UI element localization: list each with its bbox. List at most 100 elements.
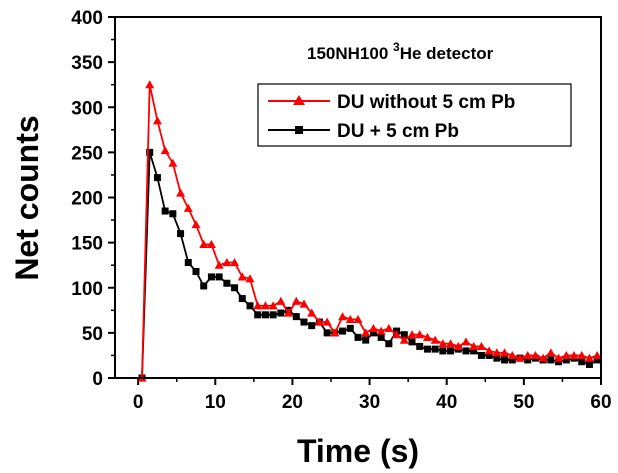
series-1-point (501, 356, 509, 364)
series-1-point (254, 311, 262, 319)
annotation-superscript: 3 (393, 40, 400, 54)
y-tick-label: 0 (92, 369, 103, 390)
series-0-point (523, 350, 533, 360)
series-0-point (345, 314, 355, 323)
series-1-point (169, 210, 177, 218)
series-0-point (430, 335, 440, 344)
series-1-point (431, 345, 439, 353)
legend: DU without 5 cm Pb DU + 5 cm Pb (257, 83, 572, 147)
series-0-point (415, 330, 425, 339)
series-1-point (153, 174, 161, 182)
y-tick-label: 250 (71, 143, 103, 164)
series-0-point (322, 317, 332, 326)
series-1-point (246, 302, 254, 310)
series-1-point (223, 279, 231, 287)
series-0-point (168, 158, 178, 167)
series-0-point (368, 323, 378, 332)
series-1-point (184, 258, 192, 266)
y-axis-label: Net counts (9, 115, 45, 280)
series-1-point (354, 333, 362, 341)
series-1-point (300, 318, 308, 326)
series-1-point (555, 358, 563, 366)
series-0-point (407, 330, 417, 339)
series-0-point (152, 116, 162, 125)
series-1-point (524, 356, 532, 364)
ticks-layer: 0 10 20 30 40 50 60 0 50 100 150 200 250 300 350 400 (71, 8, 611, 413)
series-0-point (145, 80, 155, 89)
series-1-point (323, 329, 331, 337)
series-0-point (476, 341, 486, 351)
series-0 (137, 80, 602, 382)
series-0-point (577, 350, 587, 360)
series-0-point (260, 301, 270, 310)
y-tick-label: 400 (71, 8, 103, 29)
legend-marker-series-1 (295, 126, 303, 134)
series-1-point (485, 351, 493, 359)
series-0-point (183, 203, 193, 212)
series-layer (137, 80, 602, 382)
series-0-point (554, 353, 564, 362)
series-1-point (423, 345, 431, 353)
y-tick-label: 150 (71, 234, 103, 255)
series-1-point (231, 284, 239, 292)
series-0-point (253, 301, 263, 310)
series-0-point (245, 274, 255, 283)
series-0-point (330, 328, 340, 337)
series-0-point (392, 330, 402, 339)
series-0-point (507, 350, 517, 360)
series-1-point (477, 351, 485, 359)
series-1-point (308, 322, 316, 330)
series-0-point (353, 314, 363, 323)
series-0-point (314, 317, 324, 326)
series-0-point (291, 296, 301, 305)
series-0-point (469, 341, 479, 351)
series-0-point (569, 350, 579, 360)
y-tick-label: 350 (71, 53, 103, 74)
series-1-point (385, 340, 393, 348)
series-1-point (377, 333, 385, 341)
series-1-point (200, 282, 208, 290)
detector-annotation: 150NH100 3He detector (307, 40, 494, 63)
series-0-point (268, 301, 278, 310)
legend-label-series-1: DU + 5 cm Pb (337, 121, 459, 142)
series-1-point (462, 347, 470, 355)
x-tick-label: 40 (436, 392, 457, 413)
series-1-point (439, 347, 447, 355)
series-0-point (530, 350, 540, 360)
series-1-point (585, 360, 593, 368)
series-0-point (191, 220, 201, 229)
series-0-point (284, 308, 294, 317)
series-0-point (276, 296, 286, 305)
series-1-point (547, 356, 555, 364)
series-1-point (369, 329, 377, 337)
series-0-point (222, 257, 232, 267)
series-1-point (207, 273, 215, 281)
series-1 (138, 148, 601, 382)
series-1-line (141, 151, 598, 379)
x-tick-label: 0 (133, 392, 144, 413)
series-1-point (277, 309, 285, 317)
series-0-point (453, 341, 463, 351)
series-0-point (176, 188, 186, 197)
x-tick-label: 50 (513, 392, 534, 413)
y-tick-label: 100 (71, 279, 103, 300)
series-0-point (299, 299, 309, 308)
plot-frame (114, 16, 602, 379)
series-0-point (538, 353, 548, 362)
series-0-point (214, 260, 224, 269)
series-1-point (578, 358, 586, 366)
series-0-point (546, 348, 556, 357)
series-0-point (438, 339, 448, 348)
series-0-point (199, 239, 209, 249)
legend-label-series-0: DU without 5 cm Pb (337, 92, 515, 113)
series-1-point (562, 356, 570, 364)
series-1-point (508, 356, 516, 364)
series-1-point (339, 327, 347, 335)
series-0-point (206, 239, 216, 249)
y-tick-label: 50 (82, 324, 103, 345)
series-1-point (192, 268, 200, 276)
series-0-point (484, 346, 494, 355)
series-1-point (416, 342, 424, 350)
series-1-point (269, 311, 277, 319)
